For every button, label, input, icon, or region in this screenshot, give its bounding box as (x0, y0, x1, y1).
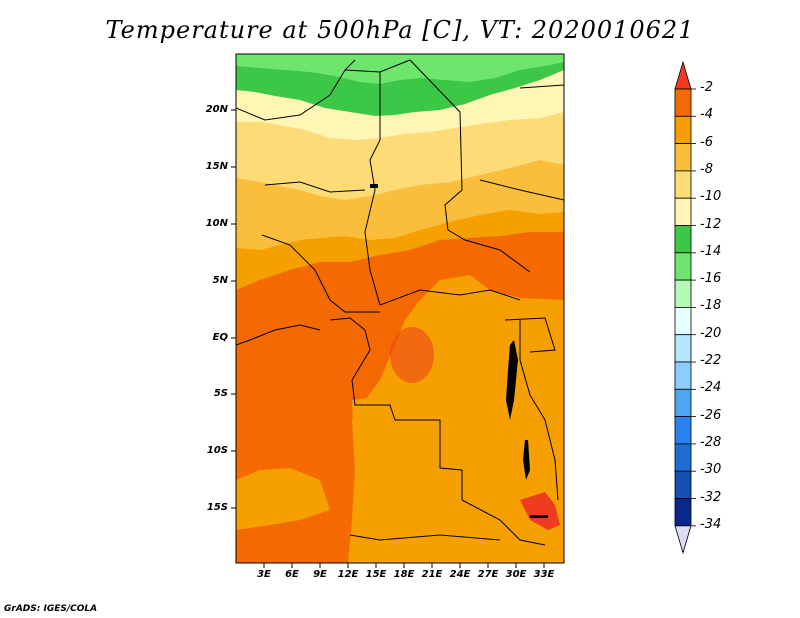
colorbar-label: -12 (700, 216, 722, 232)
colorbar-swatch (674, 252, 692, 281)
warm-patch-congo (390, 327, 434, 383)
colorbar-label: -22 (700, 353, 722, 368)
colorbar-swatch (674, 388, 692, 417)
lat-label: 10N (205, 218, 228, 229)
colorbar-label: -14 (700, 243, 722, 259)
inland-water (370, 184, 548, 518)
colorbar-label: -2 (700, 80, 713, 95)
lat-label: 15N (205, 161, 228, 172)
lat-ticks (231, 109, 236, 509)
colorbar-swatch (674, 197, 692, 226)
colorbar-label: -26 (700, 407, 722, 423)
colorbar-label: -30 (700, 462, 722, 478)
colorbar-label: -24 (700, 380, 722, 396)
colorbar-swatch (674, 170, 692, 199)
colorbar-swatch (674, 443, 692, 472)
map-title: Temperature at 500hPa [C], VT: 202001062… (105, 16, 695, 44)
band-minus16 (236, 54, 564, 84)
lat-label: 20N (205, 104, 228, 115)
lat-label: 15S (206, 502, 228, 513)
colorbar-top-arrow (674, 60, 692, 90)
colorbar-swatch (674, 416, 692, 445)
colorbar-label: -20 (700, 325, 722, 341)
lon-label: 9E (313, 569, 327, 580)
colorbar-swatch (674, 470, 692, 499)
colorbar-swatch (674, 115, 692, 145)
lon-label: 27E (477, 569, 499, 580)
colorbar-label: -10 (700, 189, 722, 205)
country-borders (236, 59, 564, 546)
colorbar-swatch (674, 279, 692, 308)
temperature-field (236, 54, 564, 563)
lon-label: 24E (449, 569, 471, 580)
band-minus2 (520, 492, 560, 530)
colorbar-label: -4 (700, 107, 713, 123)
colorbar-label: -6 (700, 134, 713, 150)
colorbar-swatch (674, 361, 692, 390)
colorbar-swatch (674, 143, 692, 172)
colorbar-label: -32 (700, 489, 722, 505)
plot-frame (235, 53, 565, 564)
colorbar-swatch (674, 498, 692, 527)
lon-label: 18E (393, 569, 415, 580)
lat-label: 10S (206, 445, 228, 456)
lon-label: 33E (533, 569, 555, 580)
lon-label: 15E (365, 569, 387, 580)
colorbar-bottom-arrow (674, 525, 692, 555)
colorbar-swatch (674, 88, 692, 117)
credit-text: GrADS: IGES/COLA (4, 604, 98, 614)
lon-label: 6E (285, 569, 299, 580)
lon-label: 30E (505, 569, 527, 580)
lon-label: 12E (337, 569, 359, 580)
lon-label: 21E (421, 569, 443, 580)
band-minus6-west (236, 468, 330, 530)
lat-label: EQ (212, 332, 228, 343)
colorbar (674, 60, 696, 555)
colorbar-swatch (674, 334, 692, 363)
colorbar-label: -16 (700, 271, 722, 287)
colorbar-label: -8 (700, 161, 713, 177)
lat-label: 5N (212, 275, 228, 286)
colorbar-swatch (674, 306, 692, 336)
lon-ticks (263, 563, 545, 568)
band-minus6-south (350, 378, 564, 563)
colorbar-swatch (674, 225, 692, 254)
colorbar-label: -34 (700, 516, 722, 532)
colorbar-label: -28 (700, 434, 722, 450)
lat-label: 5S (213, 388, 228, 399)
lon-label: 3E (257, 569, 271, 580)
colorbar-label: -18 (700, 298, 722, 314)
